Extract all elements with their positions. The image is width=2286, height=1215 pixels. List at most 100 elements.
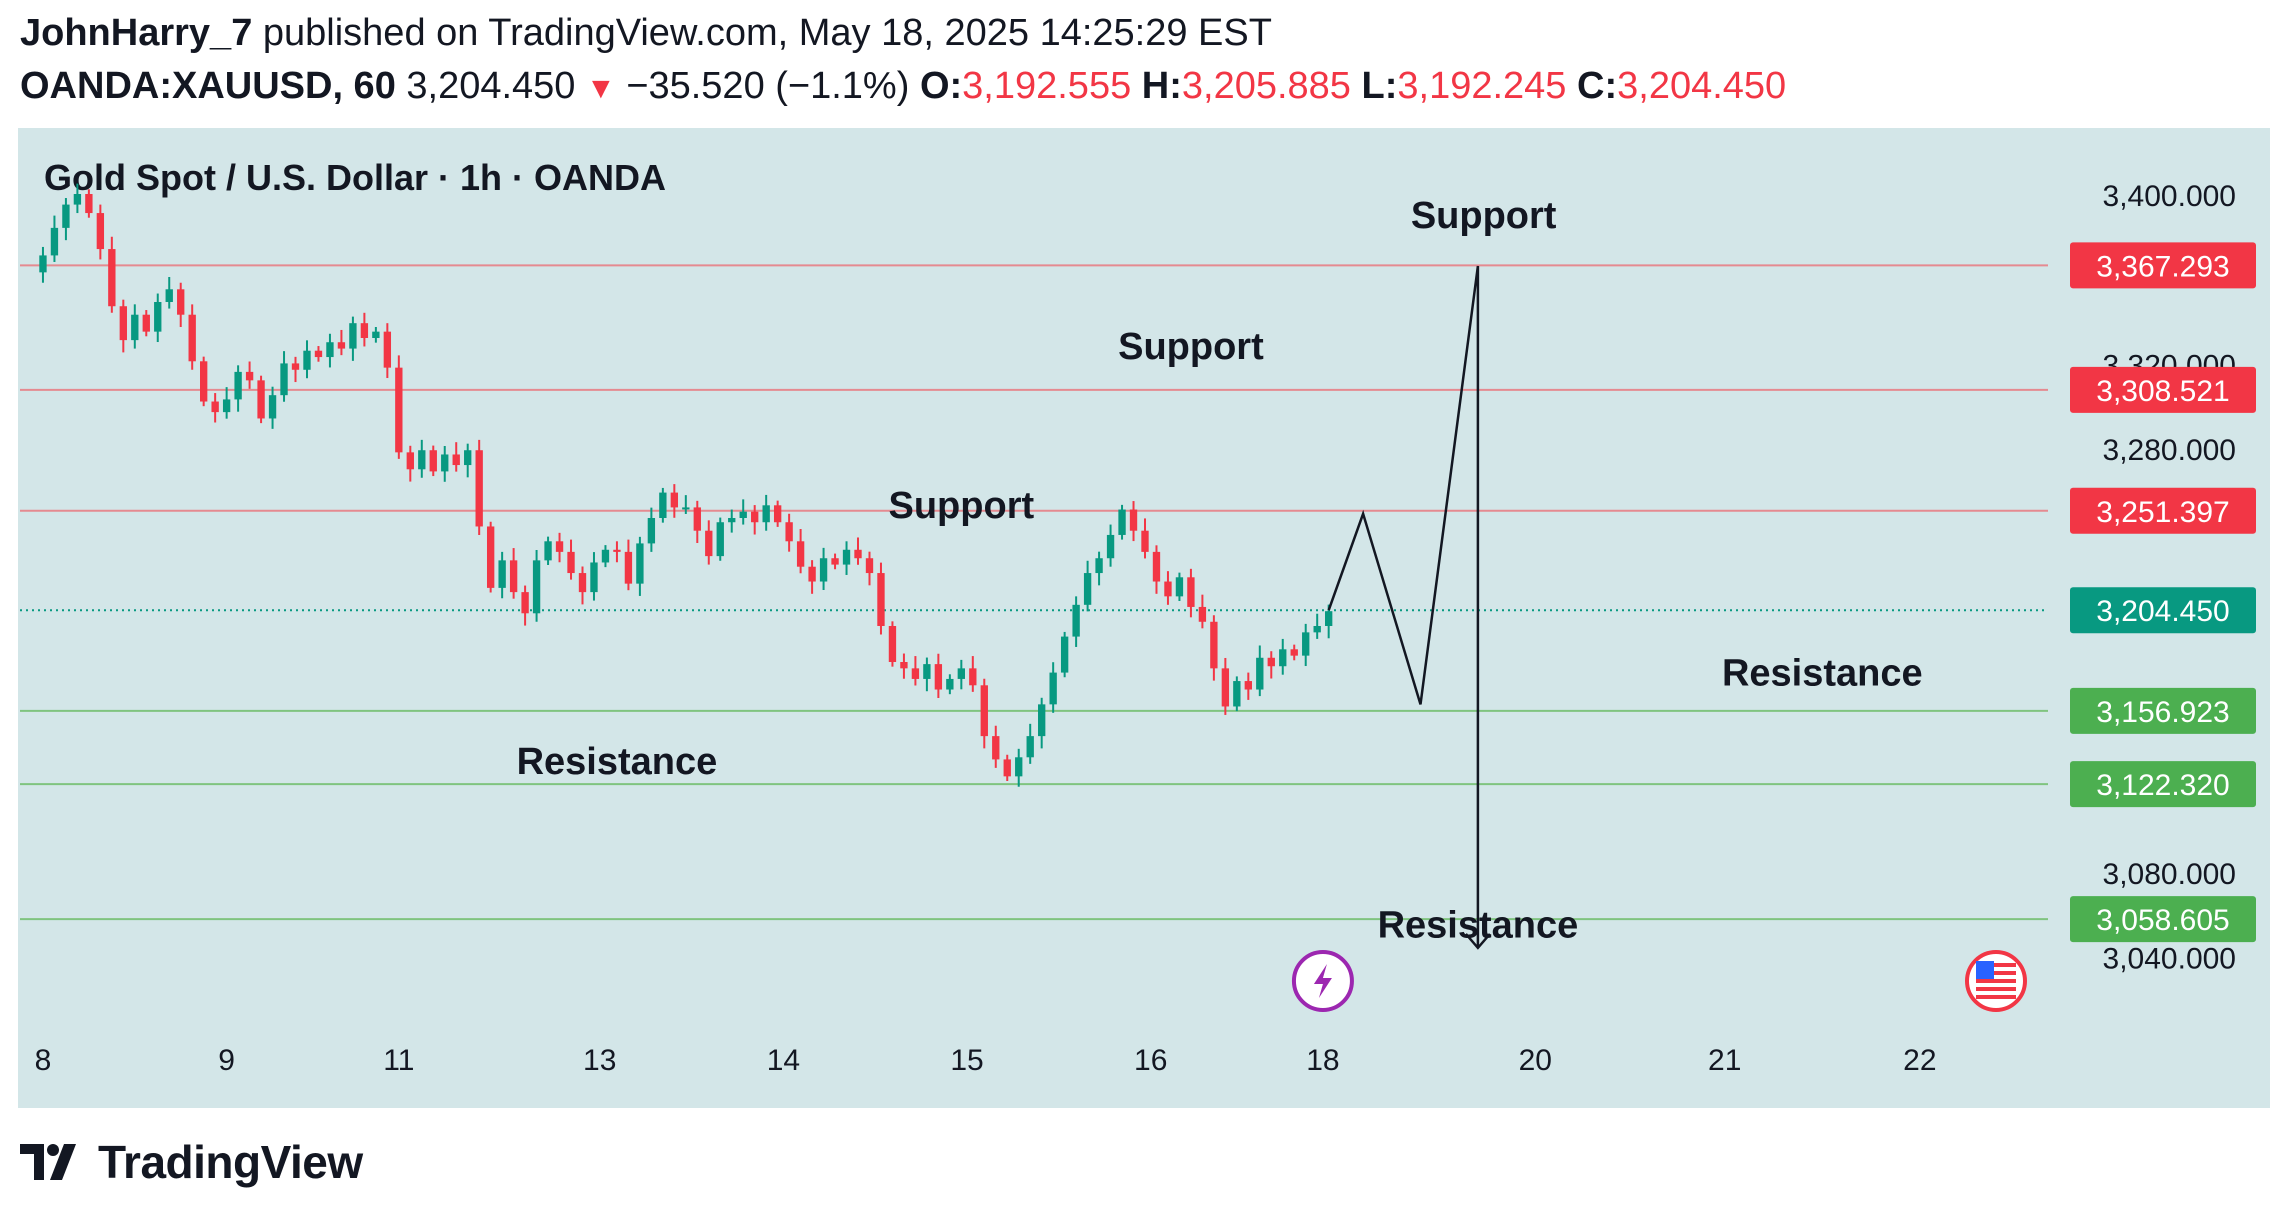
price-badge-label: 3,156.923 [2096,696,2229,729]
candle-body [601,549,610,563]
candle-body [337,342,346,349]
candle-body [165,289,173,302]
candle-body [1083,573,1092,605]
candle-body [957,668,965,679]
candle-body [946,678,954,690]
tradingview-logo-icon [20,1144,76,1180]
candle-body [349,323,357,349]
symbol-name[interactable]: OANDA:XAUUSD, 60 [20,65,396,107]
candle-body [785,522,793,542]
candle-body [177,289,185,315]
y-tick-label: 3,040.000 [2103,942,2236,975]
candle-body [372,331,380,338]
candle-body [831,558,839,565]
candle-body [441,454,449,472]
candle-body [418,450,426,470]
brand-name: TradingView [98,1136,363,1188]
candle-body [762,505,770,523]
x-tick-label: 9 [218,1044,235,1077]
candle-body [578,573,587,593]
close-value: 3,204.450 [1617,65,1787,107]
candle-body [50,227,59,256]
candle-body [1003,759,1011,777]
candle-body [980,685,988,737]
candle-body [842,549,851,565]
candle-body [567,551,575,574]
author-name[interactable]: JohnHarry_7 [20,12,253,54]
candle-body [808,566,816,582]
candle-body [85,194,93,214]
candle-body [280,363,288,396]
last-price: 3,204.450 [406,65,576,107]
candle-body [1198,606,1207,622]
candle-body [62,204,70,228]
candle-body [1313,626,1321,633]
x-tick-label: 21 [1708,1044,1741,1077]
candle-body [509,560,518,593]
chart-panel[interactable]: Gold Spot / U.S. Dollar · 1h · OANDA 3,04… [18,128,2270,1108]
candle-body [877,573,885,626]
candle-body [1325,611,1333,626]
y-tick-label: 3,400.000 [2103,180,2236,213]
price-change: −35.520 (−1.1%) [626,65,910,107]
candle-body [234,371,242,400]
candle-body [73,194,82,205]
candle-body [544,541,552,561]
candle-body [1256,657,1264,690]
candle-body [659,492,667,518]
candle-body [613,549,621,552]
candle-body [383,331,392,368]
price-badge [2070,242,2256,289]
open-label: O: [919,65,963,107]
annotation-label: Resistance [517,741,718,783]
x-tick-label: 16 [1134,1044,1167,1077]
candle-body [773,505,782,523]
x-tick-label: 18 [1306,1044,1339,1077]
candle-body [395,367,403,453]
candle-body [131,314,139,341]
candle-body [406,452,414,470]
candle-body [314,350,323,358]
y-tick-label: 3,280.000 [2103,434,2236,467]
candle-body [532,560,541,614]
price-badge-label: 3,058.605 [2096,904,2229,937]
candle-body [1038,704,1046,737]
price-badge-label: 3,204.450 [2096,595,2229,628]
candle-body [268,395,277,419]
price-badge-label: 3,251.397 [2096,496,2229,529]
flag-stripe [1976,987,2016,991]
candle-body [257,380,265,419]
candle-body [326,342,334,358]
flag-canton [1976,961,1994,979]
high-label: H: [1141,65,1182,107]
close-label: C: [1577,65,1618,107]
candle-body [521,592,529,614]
annotation-label: Resistance [1722,652,1923,694]
arrow-head-icon [1464,933,1491,950]
x-tick-label: 13 [583,1044,616,1077]
price-badge-label: 3,367.293 [2096,250,2229,283]
candle-body [1267,657,1275,667]
candle-body [888,626,897,662]
candle-body [1049,672,1057,705]
candle-body [682,507,690,510]
candle-body [1221,668,1230,707]
x-tick-label: 11 [383,1044,414,1077]
candle-body [555,541,564,552]
y-tick-label: 3,080.000 [2103,858,2236,891]
candle-body [693,507,701,531]
candle-body [1302,632,1310,656]
x-tick-label: 8 [35,1044,52,1077]
candle-body [647,518,656,544]
candle-body [1015,757,1023,777]
candle-body [211,401,219,413]
candle-body [1060,636,1069,673]
candle-body [429,450,437,472]
tradingview-brand[interactable]: TradingView [20,1135,363,1189]
candle-body [96,213,105,250]
price-chart[interactable]: Gold Spot / U.S. Dollar · 1h · OANDA 3,04… [18,128,2270,1108]
candle-body [854,549,862,559]
candle-body [1233,681,1241,707]
candle-body [1279,649,1287,667]
flag-stripe [1976,995,2016,999]
